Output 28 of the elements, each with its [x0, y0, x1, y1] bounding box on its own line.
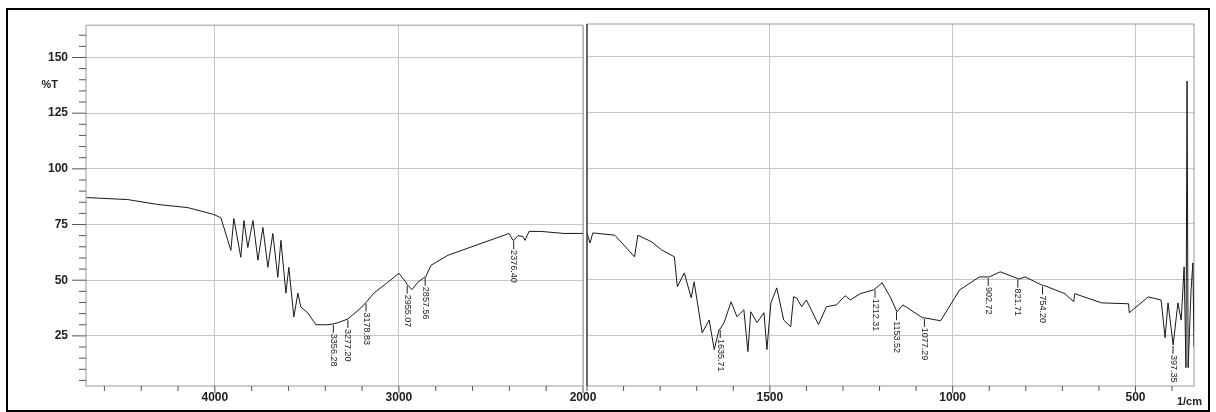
- annotation: 1635.71: [715, 339, 726, 372]
- x-tick-label: 1500: [756, 389, 784, 404]
- annotation: 2857.56: [420, 286, 431, 320]
- y-tick-label: 75: [54, 216, 69, 231]
- annotation: 3277.20: [343, 328, 354, 362]
- annotation: 754.20: [1038, 295, 1049, 323]
- annotation: 397.35: [1168, 354, 1179, 383]
- annotation: 1153.52: [892, 321, 903, 354]
- x-tick-label: 1000: [939, 389, 967, 404]
- annotation: 2376.40: [509, 250, 520, 283]
- y-axis-title: %T: [41, 78, 59, 91]
- annotation: 1077.29: [919, 327, 930, 361]
- y-tick-label: 50: [54, 272, 69, 287]
- annotation: 2955.07: [402, 294, 413, 328]
- annotation: 3356.28: [328, 333, 339, 367]
- x-tick-label: 500: [1125, 389, 1146, 404]
- y-tick-label: 125: [47, 105, 69, 120]
- annotation: 821.71: [1013, 288, 1024, 317]
- y-tick-label: 150: [47, 49, 69, 64]
- x-tick-label: 4000: [201, 389, 229, 404]
- annotation: 3178.83: [361, 312, 372, 346]
- y-tick-label: 100: [47, 161, 69, 176]
- x-tick-label: 2000: [569, 389, 597, 404]
- x-tick-label: 3000: [385, 389, 413, 404]
- y-tick-label: 25: [54, 328, 69, 343]
- annotation: 1212.31: [870, 298, 881, 332]
- annotation: 902.72: [983, 286, 994, 315]
- x-axis-title: 1/cm: [1176, 394, 1203, 407]
